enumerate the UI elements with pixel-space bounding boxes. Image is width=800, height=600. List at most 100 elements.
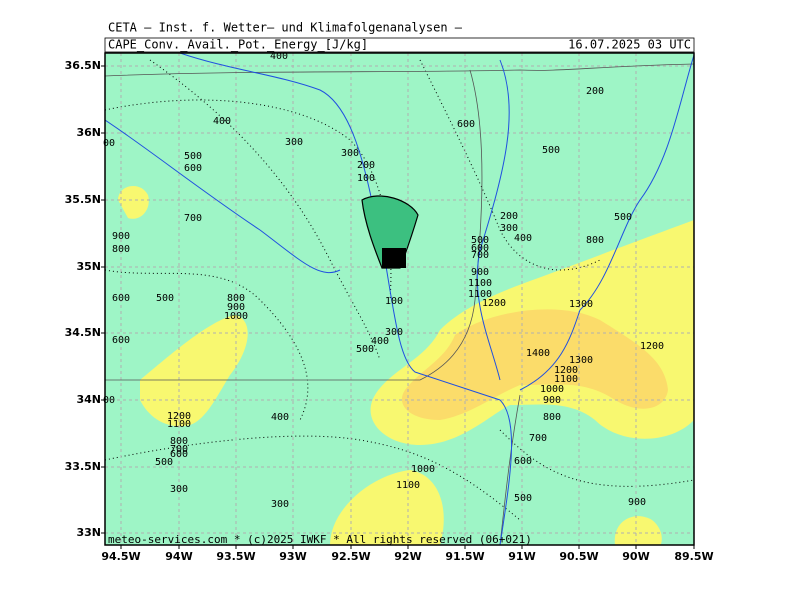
- map-area: [105, 53, 694, 545]
- contour-label: 500: [514, 493, 532, 504]
- contour-label: 1200: [482, 298, 506, 309]
- contour-label: 400: [271, 412, 289, 423]
- state-border: [499, 394, 521, 545]
- contour-label: 500: [356, 344, 374, 355]
- contour-label: 800: [170, 436, 188, 447]
- contour-line: [105, 435, 521, 521]
- valid-time: 16.07.2025 03 UTC: [568, 38, 691, 52]
- contour-label: 800: [112, 244, 130, 255]
- cape-1000-area-nw: [118, 185, 149, 219]
- contour-label: 500: [184, 151, 202, 162]
- header-title: CETA – Inst. f. Wetter– und Klimafolgena…: [108, 21, 463, 35]
- contour-label: 300: [500, 223, 518, 234]
- cape-1000-area-west: [140, 315, 248, 427]
- contour-label: 1000: [411, 464, 435, 475]
- state-border: [105, 69, 483, 381]
- contour-label: 400: [213, 116, 231, 127]
- lon-label: 94.5W: [101, 550, 140, 563]
- contour-label: 1200: [640, 341, 664, 352]
- contour-label: 1000: [540, 384, 564, 395]
- contour-label: 600: [112, 293, 130, 304]
- contour-label: 600: [170, 449, 188, 460]
- cape-1200-area: [401, 309, 668, 420]
- contour-label: 200: [500, 211, 518, 222]
- lat-label: 33N: [76, 526, 101, 539]
- contour-label: 400: [270, 51, 288, 62]
- contour-label: 1300: [569, 355, 593, 366]
- lon-label: 90W: [622, 550, 649, 563]
- contour-label: 800: [227, 293, 245, 304]
- contour-label: 500: [542, 145, 560, 156]
- contour-label: 600: [471, 243, 489, 254]
- contour-label: 100: [385, 296, 403, 307]
- contour-line: [499, 429, 694, 487]
- contour-label: 600: [184, 163, 202, 174]
- map-frame: [104, 52, 695, 546]
- contour-label: 1200: [167, 411, 191, 422]
- river: [476, 59, 510, 381]
- contour-label: 500: [471, 235, 489, 246]
- contour-label: 400: [371, 336, 389, 347]
- lat-label: 35N: [76, 260, 101, 273]
- lat-label: 36.5N: [65, 59, 101, 72]
- cape-1000-area-south: [330, 470, 444, 545]
- lon-label: 91W: [508, 550, 535, 563]
- lat-label: 36N: [76, 126, 101, 139]
- river: [105, 119, 341, 274]
- contour-label: 1000: [224, 311, 248, 322]
- river: [519, 54, 694, 391]
- contour-label: 1100: [396, 480, 420, 491]
- lon-label: 90.5W: [559, 550, 598, 563]
- field-name: CAPE_Conv._Avail._Pot._Energy_[J/kg]: [108, 38, 368, 52]
- copyright: meteo-services.com * (c)2025 IWKF * All …: [108, 533, 532, 546]
- contour-label: 800: [543, 412, 561, 423]
- contour-label: 200: [357, 160, 375, 171]
- contour-label: 700: [529, 433, 547, 444]
- contour-label: 700: [170, 444, 188, 455]
- meridians: [120, 53, 637, 545]
- contour-label: 500: [156, 293, 174, 304]
- cape-1000-area-se: [614, 516, 662, 545]
- contour-label: 600: [514, 456, 532, 467]
- contour-label: 1100: [468, 278, 492, 289]
- lon-label: 89.5W: [674, 550, 713, 563]
- contour-label: 900: [543, 395, 561, 406]
- contour-label: 300: [385, 327, 403, 338]
- contour-line: [149, 59, 381, 361]
- lon-label: 92W: [394, 550, 421, 563]
- state-border: [105, 63, 694, 77]
- lon-label: 91.5W: [445, 550, 484, 563]
- contour-label: 1100: [554, 374, 578, 385]
- lon-label: 93W: [279, 550, 306, 563]
- contour-label: 700: [471, 250, 489, 261]
- contour-label: 900: [112, 231, 130, 242]
- contour-label: 500: [614, 212, 632, 223]
- contour-label: 300: [271, 499, 289, 510]
- contour-label: 1100: [167, 419, 191, 430]
- lon-label: 92.5W: [331, 550, 370, 563]
- contour-label: 500: [155, 457, 173, 468]
- lat-label: 35.5N: [65, 193, 101, 206]
- subheader-box: [104, 37, 695, 53]
- contour-line: [419, 59, 601, 271]
- contour-label: 1100: [468, 289, 492, 300]
- contour-label: 1200: [554, 365, 578, 376]
- contour-label: 00: [103, 395, 115, 406]
- contour-label: 1400: [526, 348, 550, 359]
- contour-label: 300: [285, 137, 303, 148]
- contour-label: 200: [586, 86, 604, 97]
- cape-gradient-core: [382, 248, 406, 268]
- contour-label: 600: [457, 119, 475, 130]
- contour-label: 800: [586, 235, 604, 246]
- contour-label: 900: [227, 302, 245, 313]
- contour-label: 300: [341, 148, 359, 159]
- lon-label: 93.5W: [216, 550, 255, 563]
- contour-label: 300: [170, 484, 188, 495]
- contour-label: 100: [357, 173, 375, 184]
- contour-label: 1300: [569, 299, 593, 310]
- contour-label: 400: [514, 233, 532, 244]
- contour-label: 900: [628, 497, 646, 508]
- contour-label: 700: [184, 213, 202, 224]
- river: [179, 53, 512, 545]
